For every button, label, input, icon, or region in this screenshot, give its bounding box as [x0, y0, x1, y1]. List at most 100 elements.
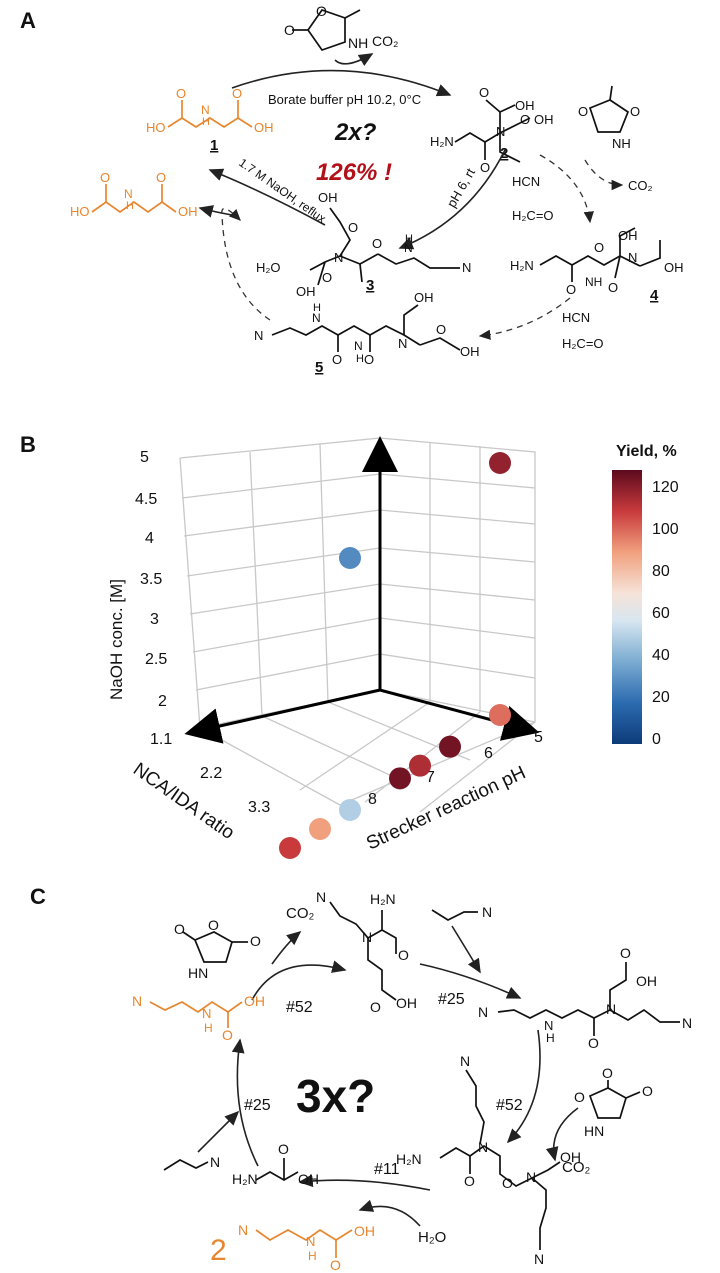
intermediate-top: N H₂N N O OH O: [316, 889, 417, 1015]
c-top-o2: O: [370, 999, 381, 1015]
c5-n1: N: [312, 311, 321, 325]
c5-n2: N: [354, 339, 363, 353]
c5-cn: N: [254, 328, 263, 343]
compound-5-structure: N N H O N H N OH O OH O: [254, 290, 480, 367]
compound-4-label: 4: [650, 287, 659, 304]
hcn-upper: HCN: [512, 174, 540, 189]
compound-3-structure: OH O N O N H N OH O: [296, 190, 471, 299]
c3-o2: O: [372, 236, 382, 251]
scatter-point-8: [489, 704, 511, 726]
c-right-n2: N: [606, 1001, 616, 1017]
c2-h2n: H₂N: [430, 134, 454, 149]
c2-oh1: OH: [515, 98, 535, 113]
c-nca1-o2: O: [208, 917, 219, 933]
c3-oh2: OH: [296, 284, 316, 299]
c5-n3: N: [398, 336, 407, 351]
c-top-n: N: [362, 929, 372, 945]
product-2-structure: N N H OH O: [238, 1222, 375, 1273]
x-tick-2-2: 2.2: [200, 765, 222, 782]
c1-o-left: O: [176, 86, 186, 101]
nca-c-top: O O O HN: [174, 917, 261, 981]
panel-c-label: C: [30, 884, 46, 909]
compound-2-label: 2: [500, 145, 508, 162]
c4-nh: NH: [585, 275, 602, 289]
c-br-n1: N: [478, 1139, 488, 1155]
x-axis: [184, 688, 381, 744]
c-right-o2: O: [620, 945, 631, 961]
step-52-top: #52: [286, 999, 313, 1016]
scatter-point-0: [339, 547, 361, 569]
panel-a: A O O NH CO₂ Borate buffer pH 10.2, 0°C …: [0, 0, 720, 400]
step-25-top: #25: [438, 991, 465, 1008]
arrow-1-to-2: [231, 69, 452, 97]
z-tick-2-5: 2.5: [145, 651, 167, 668]
c5-oh2: OH: [460, 344, 480, 359]
panel-a-question: 2x?: [334, 119, 377, 146]
panel-b-3d-scatter: 5 4.5 4 3.5 3 2.5 2 NaOH conc. [M] 1.1 2…: [107, 436, 679, 859]
c3-n2: N: [404, 241, 413, 255]
c-start-oh: OH: [244, 993, 265, 1009]
c-right-oh: OH: [636, 973, 657, 989]
c-br-n2: N: [526, 1169, 536, 1185]
c-h2o: H₂O: [418, 1229, 446, 1246]
cbar-tick-40: 40: [652, 647, 670, 664]
y-tick-7: 7: [426, 769, 435, 786]
panel-a-label: A: [20, 8, 36, 33]
panel-c: C O O O HN CO₂ #52 N N H OH O: [0, 880, 720, 1273]
c-nca1-o1: O: [174, 921, 185, 937]
c3-o3: O: [322, 270, 332, 285]
nca-right-o2: O: [630, 104, 640, 119]
colorbar-gradient: [612, 470, 642, 744]
step-11: #11: [374, 1161, 400, 1178]
scatter-point-5: [389, 767, 411, 790]
panel-b: B: [0, 410, 720, 859]
c-br-h2n: H₂N: [396, 1151, 422, 1167]
scatter-point-6: [439, 735, 461, 758]
c-right-n1: N: [544, 1018, 553, 1033]
grid-left-wall: [179, 437, 381, 729]
cbar-tick-0: 0: [652, 731, 661, 748]
z-tick-4: 4: [145, 530, 154, 547]
c4-o1: O: [566, 282, 576, 297]
x-tick-3-3: 3.3: [248, 799, 270, 816]
y-tick-8: 8: [368, 791, 377, 808]
c-co2-top: CO₂: [286, 905, 315, 922]
acrylonitrile-top: N: [431, 904, 492, 921]
grid-right-wall: [379, 437, 536, 723]
x-tick-1-1: 1.1: [150, 731, 172, 748]
c5-o2: O: [436, 322, 446, 337]
hydrolysis-condition-label: 1.7 M NaOH, reflux: [236, 155, 328, 225]
y-tick-5: 5: [534, 729, 543, 746]
cbar-tick-20: 20: [652, 689, 670, 706]
c4-n: N: [628, 250, 637, 265]
c-acn-left-n: N: [210, 1154, 220, 1170]
c5-h1: H: [313, 302, 321, 314]
c-start-cn: N: [132, 993, 142, 1009]
c4-h2n: H₂N: [510, 258, 534, 273]
compound-1-label: 1: [210, 137, 218, 154]
ida-left-o1: O: [100, 170, 110, 185]
c-top-h2n: H₂N: [370, 891, 396, 907]
c5-h2: H: [356, 353, 364, 365]
c2-n: N: [496, 124, 505, 139]
c-top-o1: O: [398, 947, 409, 963]
c-right-cn1: N: [478, 1004, 488, 1020]
z-tick-5: 5: [140, 449, 149, 466]
c-acn-top-n: N: [482, 904, 492, 920]
c-gly-oh: OH: [298, 1171, 319, 1187]
c-top-oh: OH: [396, 995, 417, 1011]
panel-a-scheme: O O NH CO₂ Borate buffer pH 10.2, 0°C O …: [70, 3, 684, 376]
acrylonitrile-left: N: [163, 1154, 220, 1171]
c-start-n: N: [202, 1006, 211, 1021]
c1-oh: OH: [254, 120, 274, 135]
c-gly-h2n: H₂N: [232, 1171, 258, 1187]
c4-oh2: OH: [664, 260, 684, 275]
c-start-o: O: [222, 1027, 233, 1043]
nca-top-carbonyl-o: O: [284, 22, 295, 38]
z-tick-labels: 5 4.5 4 3.5 3 2.5 2: [135, 449, 167, 710]
c-br-o1: O: [464, 1173, 475, 1189]
scatter-points: [279, 452, 511, 859]
intermediate-right: N N H O N O OH N: [478, 945, 692, 1051]
c-p2-h: H: [308, 1249, 317, 1263]
c-nca2-o3: O: [642, 1083, 653, 1099]
